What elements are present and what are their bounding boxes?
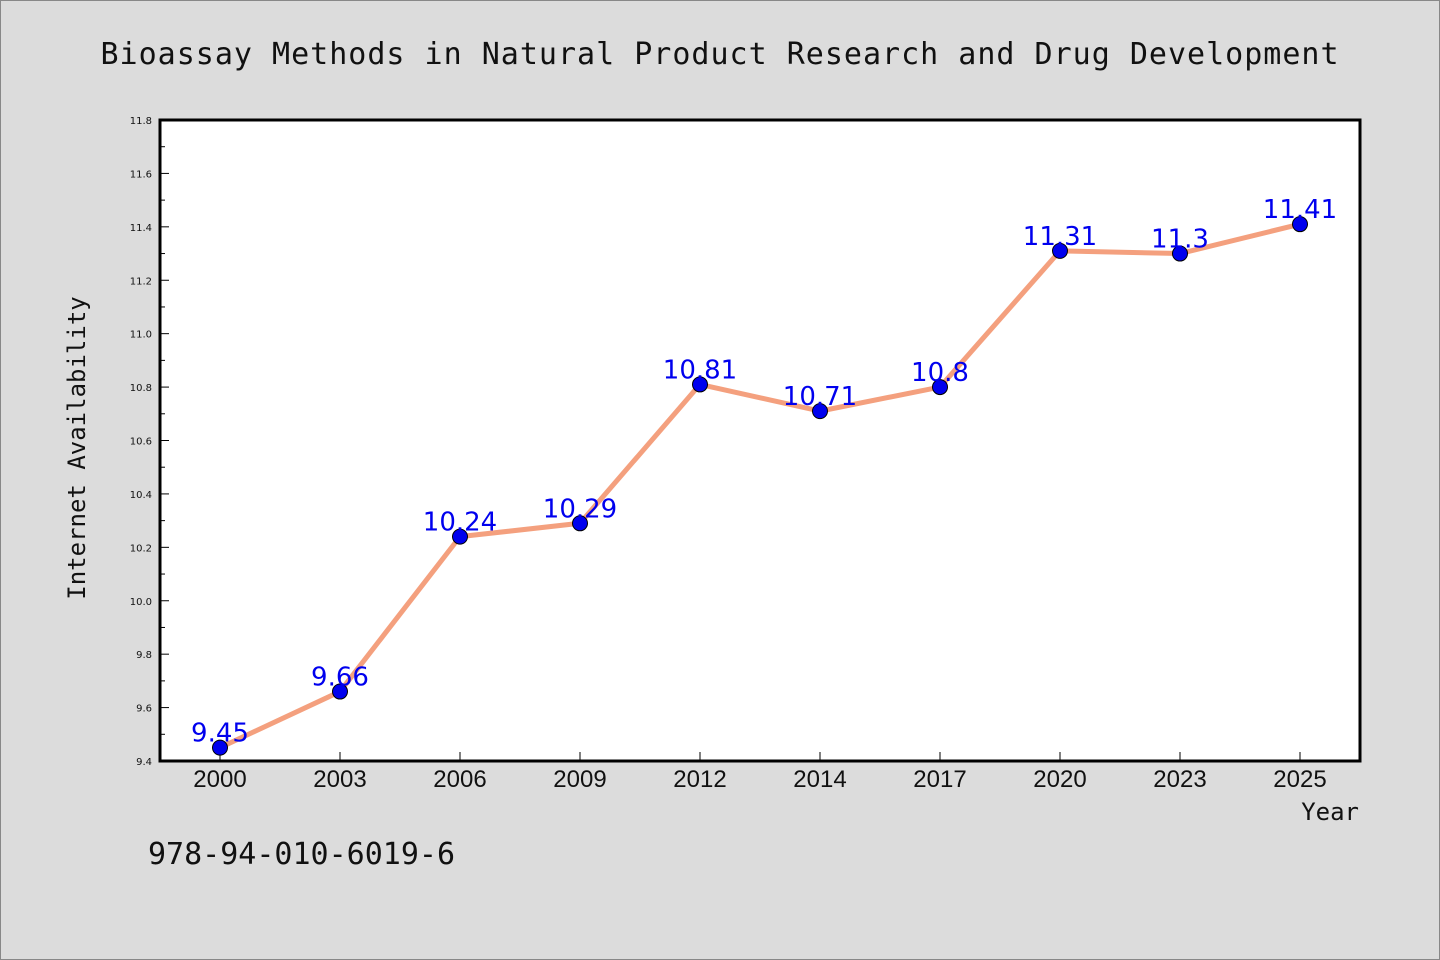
y-tick-label: 10.0 xyxy=(130,597,152,608)
data-point-marker xyxy=(332,683,348,700)
x-tick-label: 2012 xyxy=(673,766,726,793)
data-label: 11.3 xyxy=(1151,225,1209,255)
data-label-layer: 9.45 9.66 10.24 10.29 10.81 10.71 10.8 11.31 11.… xyxy=(191,195,1337,748)
series-line xyxy=(217,221,1303,751)
x-tick-label: 2009 xyxy=(553,766,606,793)
data-point-marker xyxy=(932,379,948,396)
data-point-marker xyxy=(692,376,708,393)
data-label: 10.81 xyxy=(663,355,737,385)
y-tick-label: 11.0 xyxy=(130,330,152,341)
y-tick-label: 11.6 xyxy=(130,169,152,180)
x-tick-label: 2000 xyxy=(193,766,246,793)
y-tick-label: 10.2 xyxy=(130,543,152,554)
x-tick-label: 2023 xyxy=(1153,766,1206,793)
x-tick-label: 2017 xyxy=(913,766,966,793)
data-label: 10.24 xyxy=(423,508,497,538)
x-axis-ticks: 2000 2003 2006 2009 2012 2014 2017 2020 2023 2025 xyxy=(193,752,1327,793)
data-point-marker xyxy=(1052,242,1068,259)
x-axis-label: Year xyxy=(1301,798,1359,826)
data-point-marker xyxy=(812,403,828,420)
data-label: 10.29 xyxy=(543,494,617,524)
data-point-marker xyxy=(452,528,468,545)
x-tick-label: 2025 xyxy=(1273,766,1326,793)
data-label: 9.45 xyxy=(191,719,249,749)
data-label: 11.41 xyxy=(1263,195,1337,225)
x-tick-label: 2020 xyxy=(1033,766,1086,793)
series-line-layer xyxy=(212,216,1308,756)
data-point-marker xyxy=(572,515,588,532)
y-tick-label: 10.6 xyxy=(130,437,152,448)
data-point-marker xyxy=(1172,245,1188,262)
y-tick-label: 11.4 xyxy=(130,223,152,234)
y-tick-label: 11.8 xyxy=(130,116,152,127)
x-tick-label: 2003 xyxy=(313,766,366,793)
data-point-marker xyxy=(212,739,228,756)
plot-area xyxy=(158,118,1362,763)
y-tick-label: 10.4 xyxy=(130,490,152,501)
data-label: 9.66 xyxy=(311,663,369,693)
data-label: 10.8 xyxy=(911,358,969,388)
x-tick-label: 2006 xyxy=(433,766,486,793)
y-tick-label: 11.2 xyxy=(130,276,152,287)
y-axis-ticks: 9.4 9.6 9.8 10.0 10.2 10.4 10.6 10.8 11.0 11.2 11.… xyxy=(130,116,169,768)
data-label: 10.71 xyxy=(783,382,857,412)
y-tick-label: 10.8 xyxy=(130,383,152,394)
y-tick-label: 9.6 xyxy=(136,704,152,715)
y-tick-label: 9.4 xyxy=(136,757,152,768)
data-label: 11.31 xyxy=(1023,222,1097,252)
y-tick-label: 9.8 xyxy=(136,650,152,661)
isbn-footer: 978-94-010-6019-6 xyxy=(148,837,455,872)
chart-title: Bioassay Methods in Natural Product Rese… xyxy=(101,37,1340,72)
y-axis-label: Internet Availability xyxy=(63,296,91,599)
data-point-marker xyxy=(1292,216,1308,233)
x-tick-label: 2014 xyxy=(793,766,846,793)
